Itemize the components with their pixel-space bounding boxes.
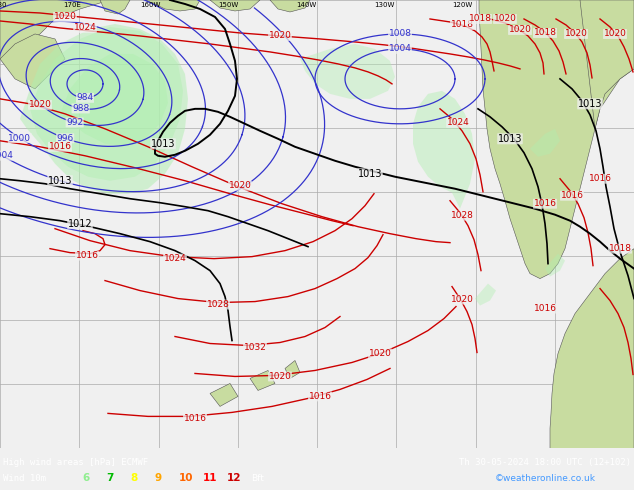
- Polygon shape: [100, 0, 130, 14]
- Text: 1013: 1013: [48, 176, 72, 186]
- Polygon shape: [270, 0, 310, 12]
- Polygon shape: [210, 0, 260, 11]
- Text: 10: 10: [179, 472, 193, 483]
- Text: Wind 10m: Wind 10m: [3, 473, 46, 483]
- Text: 1004: 1004: [389, 45, 411, 53]
- Text: 1000: 1000: [8, 134, 31, 143]
- Text: 6: 6: [82, 472, 89, 483]
- Text: 150W: 150W: [218, 2, 238, 8]
- Text: 160W: 160W: [140, 2, 160, 8]
- Polygon shape: [479, 0, 634, 279]
- Text: 1020: 1020: [368, 349, 391, 358]
- Text: 1008: 1008: [389, 29, 411, 38]
- Text: Bft: Bft: [251, 473, 264, 483]
- Text: 1013: 1013: [358, 169, 382, 179]
- Text: 996: 996: [56, 134, 74, 143]
- Polygon shape: [475, 284, 496, 306]
- Text: 1020: 1020: [269, 372, 292, 381]
- Text: Th 30-05-2024 18:00 UTC (12+102): Th 30-05-2024 18:00 UTC (12+102): [459, 458, 631, 466]
- Text: 180: 180: [0, 2, 7, 8]
- Text: 1020: 1020: [29, 100, 51, 109]
- Polygon shape: [250, 370, 275, 391]
- Text: 1032: 1032: [243, 343, 266, 352]
- Text: 140W: 140W: [296, 2, 316, 8]
- Polygon shape: [20, 24, 188, 194]
- Text: 1013: 1013: [578, 99, 602, 109]
- Text: 1020: 1020: [269, 31, 292, 41]
- Text: 1016: 1016: [533, 304, 557, 313]
- Text: 7: 7: [107, 472, 114, 483]
- Text: 1024: 1024: [74, 24, 96, 32]
- Text: 170E: 170E: [63, 2, 81, 8]
- Text: 9: 9: [155, 472, 162, 483]
- Polygon shape: [413, 91, 475, 209]
- Text: 1028: 1028: [207, 300, 230, 309]
- Text: 8: 8: [131, 472, 138, 483]
- Polygon shape: [145, 0, 200, 11]
- Text: 1013: 1013: [151, 139, 175, 149]
- Text: 1016: 1016: [309, 392, 332, 401]
- Polygon shape: [60, 54, 168, 146]
- Text: 1016: 1016: [48, 142, 72, 151]
- Polygon shape: [580, 0, 634, 129]
- Text: 1018: 1018: [533, 28, 557, 37]
- Polygon shape: [285, 361, 300, 378]
- Text: 1028: 1028: [451, 211, 474, 220]
- Polygon shape: [550, 248, 634, 448]
- Text: 1016: 1016: [75, 251, 98, 260]
- Text: 992: 992: [66, 118, 83, 127]
- Text: ©weatheronline.co.uk: ©weatheronline.co.uk: [495, 473, 595, 483]
- Text: 1020: 1020: [604, 29, 626, 38]
- Text: 1020: 1020: [564, 29, 588, 38]
- Text: 1018: 1018: [451, 21, 474, 29]
- Text: 1013: 1013: [498, 134, 522, 144]
- Polygon shape: [30, 27, 183, 181]
- Text: 1024: 1024: [164, 254, 186, 263]
- Text: 1012: 1012: [68, 219, 93, 229]
- Text: 1018: 1018: [469, 15, 491, 24]
- Polygon shape: [0, 0, 110, 59]
- Text: 1004: 1004: [0, 151, 14, 160]
- Text: 1020: 1020: [508, 25, 531, 34]
- Text: 1016: 1016: [588, 174, 612, 183]
- Text: 1020: 1020: [493, 15, 517, 24]
- Text: 120W: 120W: [452, 2, 472, 8]
- Text: 1016: 1016: [183, 414, 207, 423]
- Text: High wind areas [hPa] ECMWF: High wind areas [hPa] ECMWF: [3, 458, 148, 466]
- Text: 1020: 1020: [53, 12, 77, 22]
- Text: 1018: 1018: [609, 244, 631, 253]
- Text: 984: 984: [77, 94, 94, 102]
- Text: 1016: 1016: [533, 199, 557, 208]
- Text: 1016: 1016: [560, 191, 583, 200]
- Polygon shape: [300, 44, 395, 99]
- Text: 1024: 1024: [446, 118, 469, 127]
- Polygon shape: [545, 254, 565, 276]
- Text: 11: 11: [203, 472, 217, 483]
- Polygon shape: [210, 384, 238, 406]
- Text: 1020: 1020: [229, 181, 252, 190]
- Polygon shape: [0, 34, 65, 89]
- Text: 12: 12: [227, 472, 242, 483]
- Polygon shape: [530, 129, 560, 157]
- Text: 988: 988: [72, 104, 89, 113]
- Text: 130W: 130W: [374, 2, 394, 8]
- Text: 1020: 1020: [451, 295, 474, 304]
